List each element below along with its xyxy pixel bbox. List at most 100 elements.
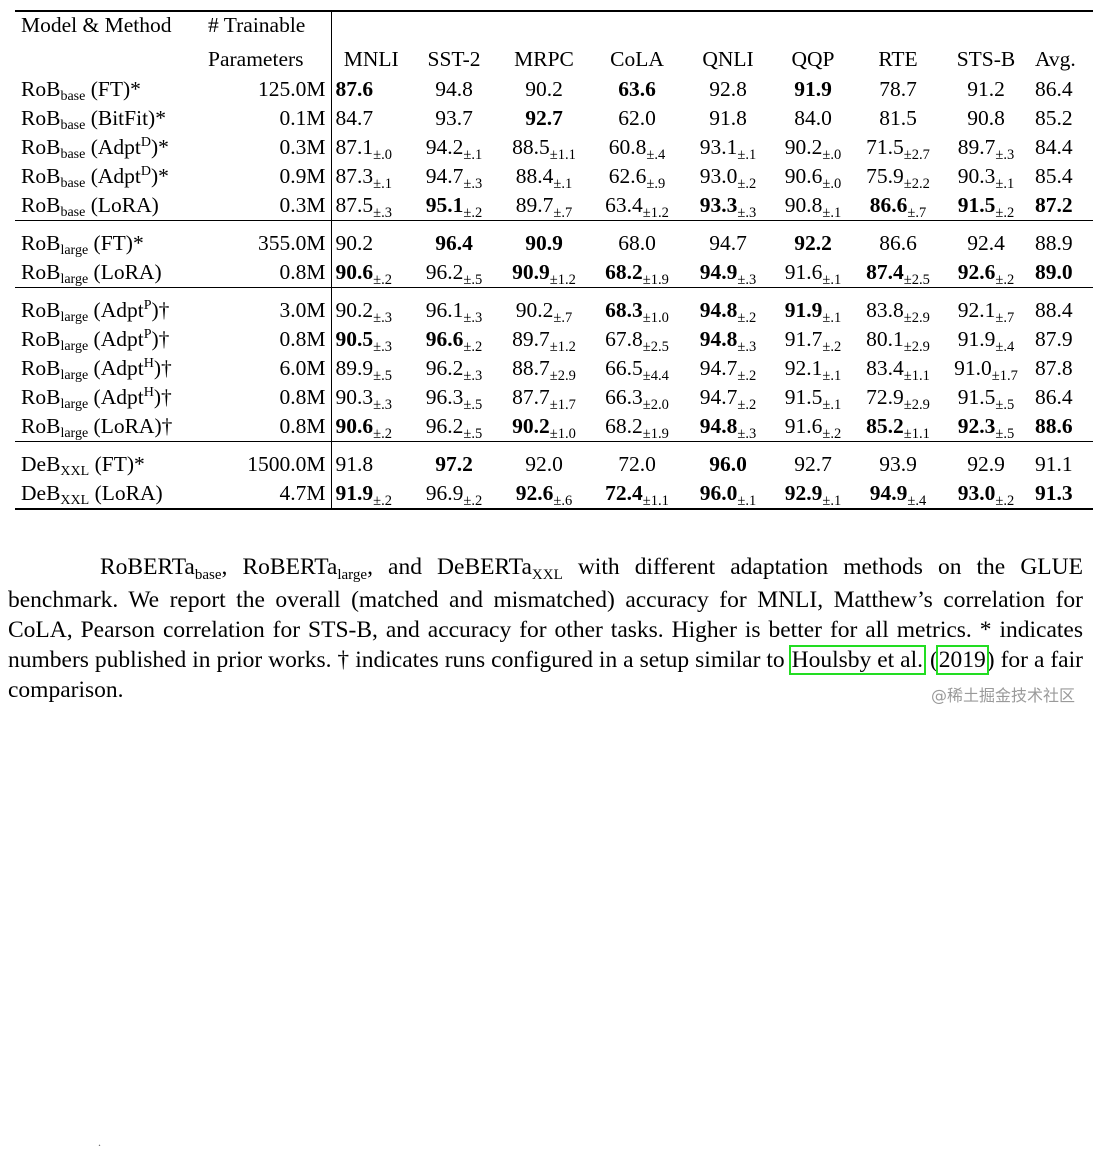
score-value: 83.8 (866, 298, 904, 322)
score-value: 96.9 (425, 481, 464, 505)
score-cell: 92.4 (943, 229, 1029, 258)
score-std: ±.5 (463, 397, 483, 413)
score-value: 68.3 (605, 298, 643, 322)
score-std: ±.2 (995, 493, 1015, 509)
score-std: ±.3 (373, 205, 392, 221)
score-cell: 91.8 (683, 104, 773, 133)
score-cell: 92.6±.2 (943, 258, 1029, 288)
score-value: 90.9 (525, 231, 563, 255)
score-value: 60.8 (608, 135, 647, 159)
row-model: RoBlarge (AdptH)† (15, 383, 203, 412)
header-col: STS-B (956, 47, 1016, 71)
score-std: ±1.1 (903, 426, 930, 442)
score-cell: 90.6±.2 (331, 258, 411, 288)
score-std: ±.2 (373, 272, 392, 288)
score-cell: 75.9±2.2 (853, 162, 943, 192)
score-std: ±.3 (995, 147, 1015, 163)
row-params: 355.0M (203, 229, 332, 258)
score-cell: 91.1 (1029, 450, 1093, 479)
row-params: 125.0M (203, 75, 332, 104)
model-name: RoB (21, 327, 61, 351)
score-value: 96.0 (699, 481, 738, 505)
score-value: 91.1 (1035, 452, 1073, 476)
score-value: 66.5 (605, 356, 643, 380)
score-value: 94.7 (699, 385, 738, 409)
score-cell: 86.6±.7 (853, 191, 943, 221)
score-std: ±1.0 (642, 310, 669, 326)
score-cell: 66.3±2.0 (591, 383, 683, 413)
row-model: RoBbase (BitFit)* (15, 104, 203, 133)
group-separator (15, 220, 1093, 229)
score-value: 92.2 (794, 231, 832, 255)
score-std: ±.3 (463, 176, 483, 192)
model-size: XXL (60, 493, 90, 508)
header-row-2: Parameters MNLI SST-2 MRPC CoLA QNLI QQP… (15, 38, 1093, 75)
row-model: RoBlarge (AdptH)† (15, 354, 203, 383)
model-size: XXL (60, 464, 90, 479)
score-cell: 68.3±1.0 (591, 296, 683, 326)
score-cell: 86.4 (1029, 383, 1093, 412)
score-value: 84.0 (794, 106, 832, 130)
row-params: 0.8M (203, 258, 332, 288)
row-model: DeBXXL (LoRA) (15, 479, 203, 510)
method-tail: )* (151, 135, 169, 159)
score-cell: 87.3±.1 (331, 162, 411, 192)
score-std: ±.1 (822, 368, 842, 384)
score-cell: 93.0±.2 (683, 162, 773, 192)
score-std: ±.1 (822, 272, 842, 288)
model-name: RoB (21, 260, 61, 284)
citation-year-link[interactable]: 2019 (935, 645, 989, 675)
caption-text: ) (986, 647, 995, 673)
row-model: RoBlarge (AdptP)† (15, 325, 203, 354)
score-value: 91.8 (335, 452, 374, 476)
score-cell: 96.1±.3 (411, 296, 497, 326)
table-row: RoBbase (AdptD)* 0.3M 87.1±.0 94.2±.1 88.5±1… (15, 133, 1093, 163)
score-value: 89.0 (1035, 260, 1073, 284)
score-std: ±.2 (822, 339, 842, 355)
model-name: RoB (21, 356, 61, 380)
model-size: large (60, 339, 89, 354)
score-cell: 78.7 (853, 75, 943, 104)
score-cell: 92.7 (773, 450, 853, 479)
score-value: 92.9 (967, 452, 1005, 476)
score-cell: 68.2±1.9 (591, 258, 683, 288)
score-cell: 94.9±.4 (853, 479, 943, 510)
score-cell: 92.2 (773, 229, 853, 258)
score-std: ±.5 (995, 426, 1015, 442)
score-value: 90.2 (335, 298, 374, 322)
table-row: RoBbase (FT)* 125.0M 87.6 94.8 90.2 63.6 92.8 9… (15, 75, 1093, 104)
score-cell: 90.8 (943, 104, 1029, 133)
score-std: ±1.2 (549, 272, 576, 288)
model-size: large (60, 272, 89, 287)
score-cell: 80.1±2.9 (853, 325, 943, 355)
score-std: ±.3 (737, 339, 757, 355)
score-cell: 91.5±.1 (773, 383, 853, 413)
table-row: RoBlarge (AdptP)† 0.8M 90.5±.3 96.6±.2 89.7±… (15, 325, 1093, 355)
score-value: 91.5 (957, 193, 996, 217)
header-col: SST-2 (427, 47, 481, 71)
score-value: 92.4 (967, 231, 1005, 255)
glue-results-table: Model & Method # Trainable Parameters MN… (15, 10, 1093, 510)
caption-text: , RoBERTa (221, 554, 338, 580)
score-value: 91.9 (784, 298, 823, 322)
score-cell: 91.9±.1 (773, 296, 853, 326)
score-value: 83.4 (866, 356, 904, 380)
model-name: DeB (21, 481, 61, 505)
score-std: ±4.4 (642, 368, 669, 384)
score-cell: 87.4±2.5 (853, 258, 943, 288)
citation-author-link[interactable]: Houlsby et al. (788, 645, 927, 675)
score-cell: 72.0 (591, 450, 683, 479)
score-std: ±2.2 (903, 176, 930, 192)
score-cell: 87.9 (1029, 325, 1093, 354)
score-value: 67.8 (605, 327, 643, 351)
score-cell: 91.7±.2 (773, 325, 853, 355)
score-cell: 84.0 (773, 104, 853, 133)
score-std: ±.2 (737, 310, 757, 326)
method-sup: D (140, 135, 151, 150)
score-cell: 89.9±.5 (331, 354, 411, 384)
score-cell: 93.3±.3 (683, 191, 773, 221)
model-name: RoB (21, 231, 61, 255)
score-value: 68.2 (605, 414, 643, 438)
model-name: RoB (21, 77, 61, 101)
score-cell: 92.3±.5 (943, 412, 1029, 442)
